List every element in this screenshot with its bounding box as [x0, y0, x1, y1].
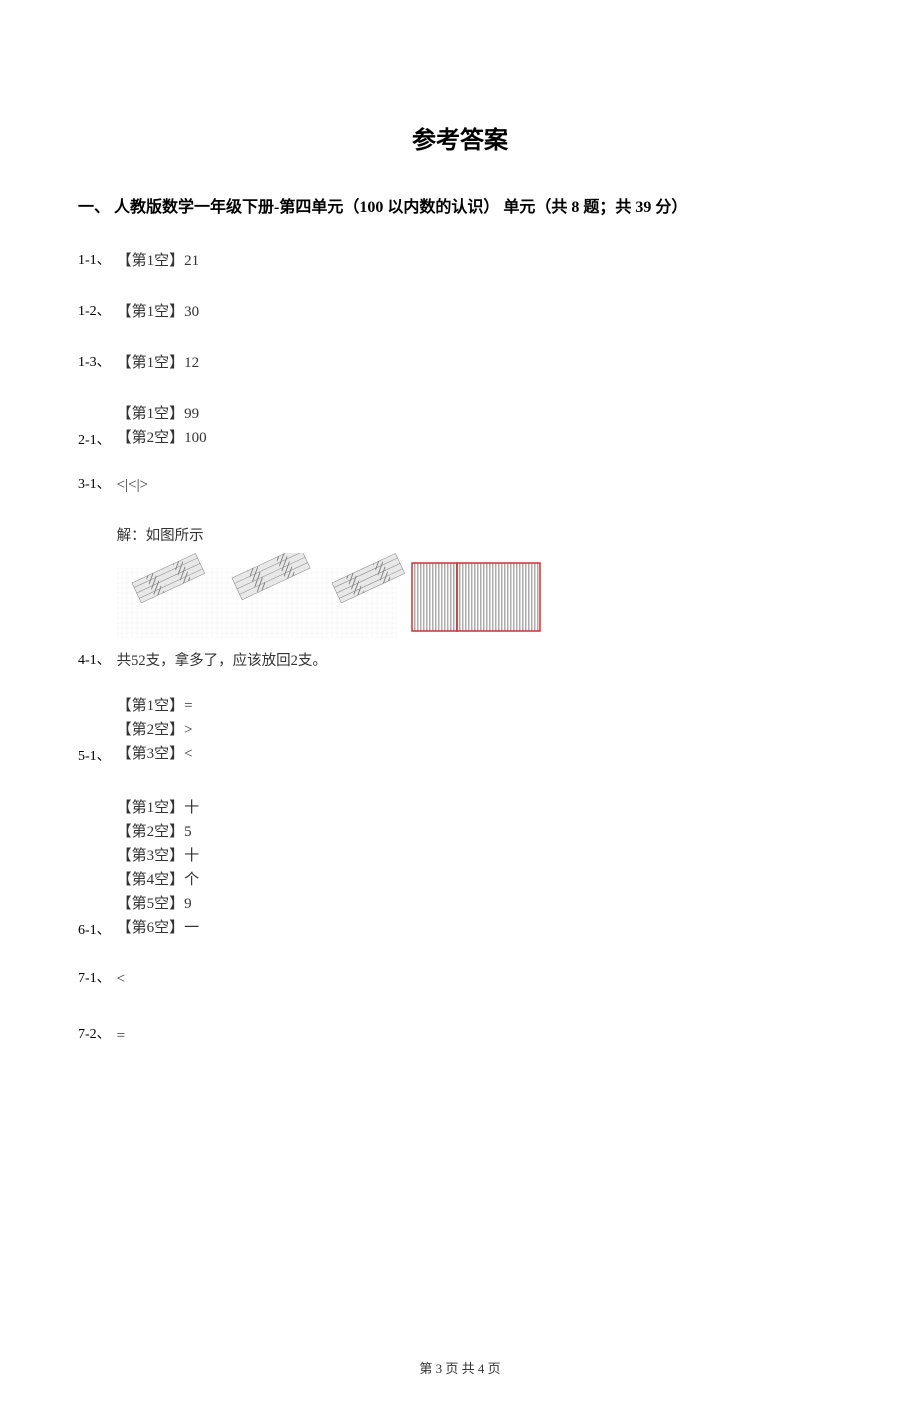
- answer-value: 【第6空】一: [117, 916, 200, 940]
- answer-3-1: 3-1、 <|<|>: [78, 476, 920, 494]
- page-footer: 第 3 页 共 4 页: [0, 1358, 920, 1377]
- answers-container: 1-1、 【第1空】21 1-2、 【第1空】30 1-3、 【第1空】12 2…: [78, 249, 920, 1045]
- answer-6-1: 6-1、 【第1空】十 【第2空】5 【第3空】十 【第4空】个 【第5空】9 …: [78, 796, 920, 940]
- multi-line-block: 【第1空】99 【第2空】100: [117, 402, 207, 450]
- answer-value: <|<|>: [117, 477, 148, 494]
- multi-line-block: 【第1空】十 【第2空】5 【第3空】十 【第4空】个 【第5空】9 【第6空】…: [117, 796, 200, 940]
- answer-5-1: 5-1、 【第1空】= 【第2空】> 【第3空】<: [78, 694, 920, 766]
- answer-value: 【第2空】5: [117, 820, 200, 844]
- answer-value: 【第1空】30: [117, 300, 200, 321]
- answer-7-1: 7-1、 <: [78, 970, 920, 988]
- image-footer: 共52支，拿多了，应该放回2支。: [117, 649, 547, 670]
- answer-4-1: 4-1、 解：如图所示: [78, 524, 920, 670]
- answer-label: 1-2、: [78, 303, 111, 321]
- multi-line-block: 【第1空】= 【第2空】> 【第3空】<: [117, 694, 193, 766]
- answer-1-1: 1-1、 【第1空】21: [78, 249, 920, 270]
- answer-value: 【第2空】100: [117, 426, 207, 450]
- answer-value: 【第3空】十: [117, 844, 200, 868]
- answer-2-1: 2-1、 【第1空】99 【第2空】100: [78, 402, 920, 450]
- diagram-image: [117, 553, 547, 643]
- answer-7-2: 7-2、 =: [78, 1026, 920, 1044]
- answer-label: 6-1、: [78, 922, 111, 940]
- answer-value: 【第1空】=: [117, 694, 193, 718]
- answer-1-2: 1-2、 【第1空】30: [78, 300, 920, 321]
- image-answer: 解：如图所示: [117, 524, 547, 670]
- answer-value: 【第4空】个: [117, 868, 200, 892]
- section-header: 一、 人教版数学一年级下册-第四单元（100 以内数的认识） 单元（共 8 题；…: [78, 193, 920, 217]
- answer-label: 5-1、: [78, 748, 111, 766]
- answer-value: =: [117, 1028, 125, 1045]
- answer-1-3: 1-3、 【第1空】12: [78, 351, 920, 372]
- answer-value: 【第1空】十: [117, 796, 200, 820]
- answer-label: 7-1、: [78, 970, 111, 988]
- answer-value: 【第1空】12: [117, 351, 200, 372]
- answer-value: 【第1空】21: [117, 249, 200, 270]
- answer-label: 3-1、: [78, 476, 111, 494]
- answer-label: 2-1、: [78, 432, 111, 450]
- answer-label: 4-1、: [78, 652, 111, 670]
- answer-label: 1-3、: [78, 354, 111, 372]
- answer-label: 1-1、: [78, 252, 111, 270]
- answer-value: <: [117, 971, 125, 988]
- answer-value: 【第2空】>: [117, 718, 193, 742]
- answer-value: 【第3空】<: [117, 742, 193, 766]
- answer-label: 7-2、: [78, 1026, 111, 1044]
- image-caption: 解：如图所示: [117, 524, 547, 545]
- answer-value: 【第5空】9: [117, 892, 200, 916]
- page-title: 参考答案: [0, 120, 920, 155]
- answer-value: 【第1空】99: [117, 402, 207, 426]
